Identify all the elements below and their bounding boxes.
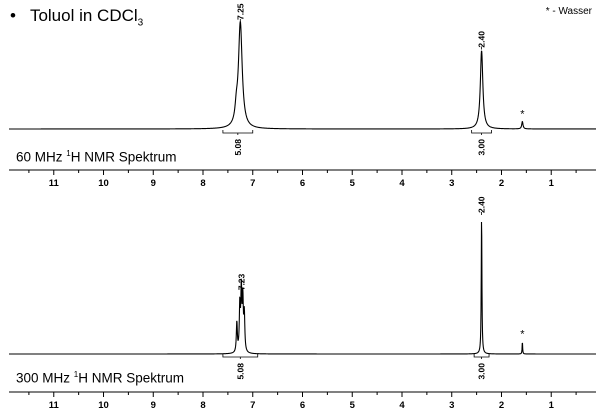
x-tick-label: 9 (151, 178, 156, 189)
spectrum-label-sup: 1 (73, 370, 79, 379)
spectrum-trace (9, 221, 596, 355)
x-tick-label: 10 (98, 400, 109, 408)
integration-value: 3.00 (477, 139, 487, 156)
integration-value: 5.08 (235, 363, 245, 380)
x-tick-label: 5 (350, 178, 356, 189)
x-tick-label: 6 (300, 400, 305, 408)
water-peak-marker: * (520, 109, 525, 121)
x-tick-label: 8 (200, 400, 205, 408)
spectrum-label-prefix: 300 MHz (16, 370, 74, 386)
x-tick-label: 4 (399, 400, 405, 408)
integration-value: 3.00 (477, 363, 487, 380)
integration-bracket (471, 130, 492, 134)
x-tick-label: 7 (250, 400, 255, 408)
spectrum-label-sup: 1 (66, 149, 71, 158)
x-tick-label: 3 (449, 400, 454, 408)
bullet-icon: • (10, 6, 16, 25)
title-text: Toluol in CDCl (29, 6, 138, 25)
peak-shift-label: 2.40 (477, 31, 487, 48)
x-tick-label: 6 (300, 178, 305, 189)
title-subscript: 3 (137, 17, 144, 29)
x-tick-label: 11 (49, 400, 60, 408)
x-tick-label: 10 (98, 178, 109, 189)
water-peak-marker: * (520, 329, 525, 341)
x-tick-label: 2 (499, 178, 504, 189)
spectrum-label-60mhz: 60 MHz 1H NMR Spektrum (16, 149, 176, 165)
spectrum-trace (9, 21, 596, 130)
figure-title: • Toluol in CDCl3 (10, 6, 143, 28)
spectrum-label-300mhz: 300 MHz 1H NMR Spektrum (16, 370, 184, 386)
spectrum-label-prefix: 60 MHz (16, 149, 67, 165)
integration-value: 5.08 (233, 139, 243, 156)
integration-bracket (473, 354, 490, 358)
x-tick-label: 8 (200, 178, 205, 189)
integration-bracket (222, 130, 254, 134)
x-tick-label: 1 (549, 178, 555, 189)
x-tick-label: 7 (250, 178, 255, 189)
x-tick-label: 2 (499, 400, 504, 408)
spectrum-label-suffix: H NMR Spektrum (78, 370, 184, 386)
x-tick-label: 3 (449, 178, 454, 189)
spectrum-label-suffix: H NMR Spektrum (70, 149, 177, 165)
x-tick-label: 4 (399, 178, 405, 189)
x-tick-label: 5 (350, 400, 356, 408)
peak-shift-label: 7.25 (235, 3, 245, 20)
x-tick-label: 9 (151, 400, 156, 408)
x-tick-label: 1 (549, 400, 555, 408)
integration-bracket (222, 354, 259, 358)
peak-shift-label: 2.40 (477, 196, 487, 213)
x-tick-label: 11 (49, 178, 60, 189)
peak-shift-label: 7.23 (236, 273, 246, 290)
water-note: * - Wasser (545, 6, 592, 17)
